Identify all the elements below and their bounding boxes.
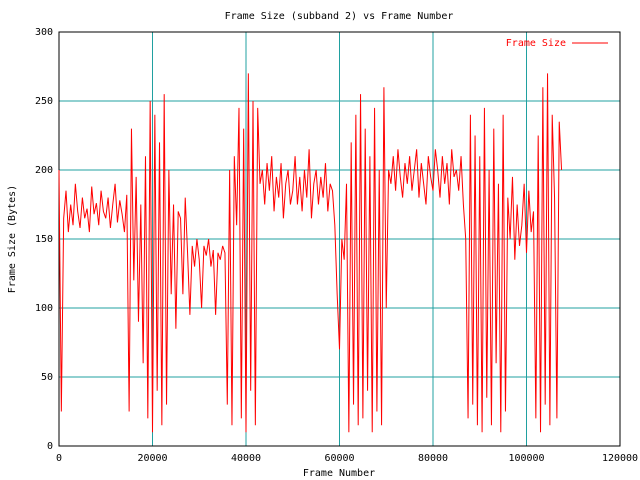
x-tick-label: 40000 [231, 453, 261, 464]
x-tick-label: 60000 [324, 453, 354, 464]
x-axis-label: Frame Number [303, 468, 375, 479]
x-tick-label: 120000 [602, 453, 638, 464]
x-tick-label: 80000 [418, 453, 448, 464]
y-axis-label: Frame Size (Bytes) [7, 185, 18, 293]
y-tick-label: 150 [35, 234, 53, 245]
x-tick-label: 100000 [508, 453, 544, 464]
y-tick-label: 0 [47, 441, 53, 452]
y-tick-label: 250 [35, 96, 53, 107]
plot-border [58, 31, 621, 447]
chart-title: Frame Size (subband 2) vs Frame Number [225, 11, 454, 22]
x-tick-label: 20000 [137, 453, 167, 464]
data-line [58, 73, 563, 433]
y-tick-label: 200 [35, 165, 53, 176]
x-tick-label: 0 [56, 453, 62, 464]
y-tick-label: 300 [35, 27, 53, 38]
legend-label: Frame Size [506, 38, 566, 49]
y-tick-label: 100 [35, 303, 53, 314]
y-tick-label: 50 [41, 372, 53, 383]
